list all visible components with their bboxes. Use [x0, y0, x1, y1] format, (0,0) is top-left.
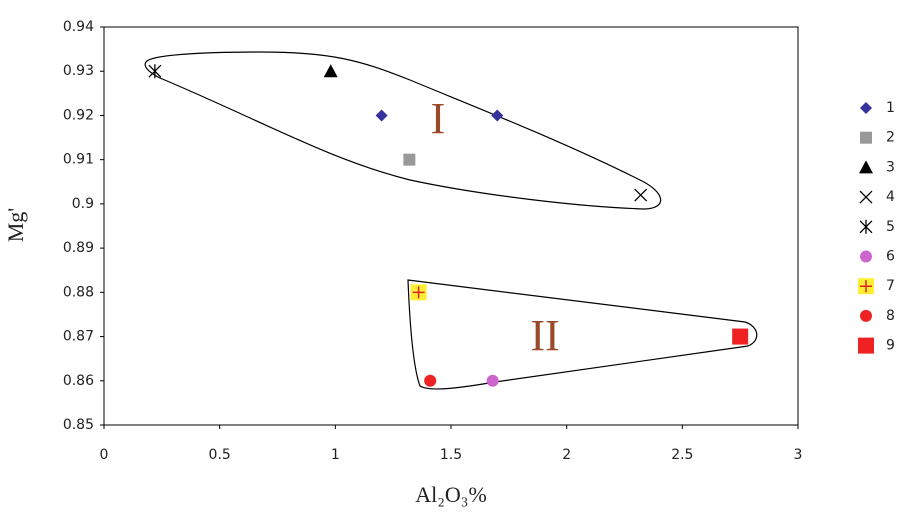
legend-label: 8	[886, 308, 895, 324]
marker	[323, 64, 338, 78]
y-tick-label: 0.9	[72, 196, 94, 212]
cross	[859, 190, 873, 204]
legend-label: 7	[886, 278, 895, 294]
marker	[858, 337, 874, 354]
marker	[148, 64, 162, 79]
y-tick-label: 0.85	[63, 417, 94, 433]
plus	[412, 286, 425, 299]
x-axis-title: Al₂O₃%	[415, 482, 487, 507]
marker	[860, 102, 872, 114]
square	[403, 153, 416, 166]
legend-label: 4	[886, 189, 895, 205]
plus	[860, 280, 872, 293]
marker	[403, 153, 416, 166]
region-label: II	[530, 311, 559, 360]
marker	[859, 190, 873, 204]
marker	[491, 109, 504, 122]
x-tick-label: 1	[331, 447, 340, 463]
x-tick-label: 0.5	[209, 447, 231, 463]
marker	[410, 284, 427, 301]
legend-label: 1	[886, 100, 895, 116]
marker	[486, 374, 499, 387]
x-tick-label: 0	[100, 447, 109, 463]
region-label: I	[431, 94, 446, 143]
marker	[859, 160, 873, 174]
legend-label: 5	[886, 219, 895, 235]
y-tick-label: 0.87	[63, 329, 94, 345]
marker	[732, 328, 749, 345]
y-tick-label: 0.92	[63, 107, 94, 123]
y-tick-label: 0.91	[63, 152, 94, 168]
y-tick-label: 0.88	[63, 284, 94, 300]
marker	[860, 250, 872, 263]
marker	[860, 309, 872, 322]
diamond	[375, 109, 388, 122]
x-tick-label: 1.5	[440, 447, 462, 463]
marker	[634, 188, 648, 202]
legend-label: 9	[886, 338, 895, 354]
triangle	[859, 160, 873, 174]
marker	[424, 374, 437, 387]
plot-frame	[103, 26, 799, 426]
y-tick-label: 0.94	[63, 19, 94, 35]
square	[732, 328, 749, 345]
y-tick-label: 0.93	[63, 63, 94, 79]
envelope-ii	[407, 279, 758, 390]
triangle	[323, 64, 338, 78]
legend-label: 3	[886, 159, 895, 175]
circle	[424, 374, 437, 387]
marker	[375, 109, 388, 122]
envelope-i	[144, 51, 662, 210]
asterisk	[859, 219, 873, 234]
marker	[859, 219, 873, 234]
square	[860, 131, 872, 144]
circle	[860, 309, 872, 322]
circle	[486, 374, 499, 387]
diamond	[491, 109, 504, 122]
cross	[634, 188, 648, 202]
legend-label: 6	[886, 249, 895, 265]
asterisk	[148, 64, 162, 79]
y-tick-label: 0.89	[63, 240, 94, 256]
marker	[858, 278, 874, 295]
legend-label: 2	[886, 130, 895, 146]
square	[858, 337, 874, 354]
diamond	[860, 102, 872, 114]
circle	[860, 250, 872, 263]
marker	[860, 131, 872, 144]
x-tick-label: 2	[562, 447, 571, 463]
y-tick-label: 0.86	[63, 373, 94, 389]
y-axis-title: Mg'	[3, 208, 28, 243]
x-tick-label: 3	[794, 447, 803, 463]
x-tick-label: 2.5	[671, 447, 693, 463]
